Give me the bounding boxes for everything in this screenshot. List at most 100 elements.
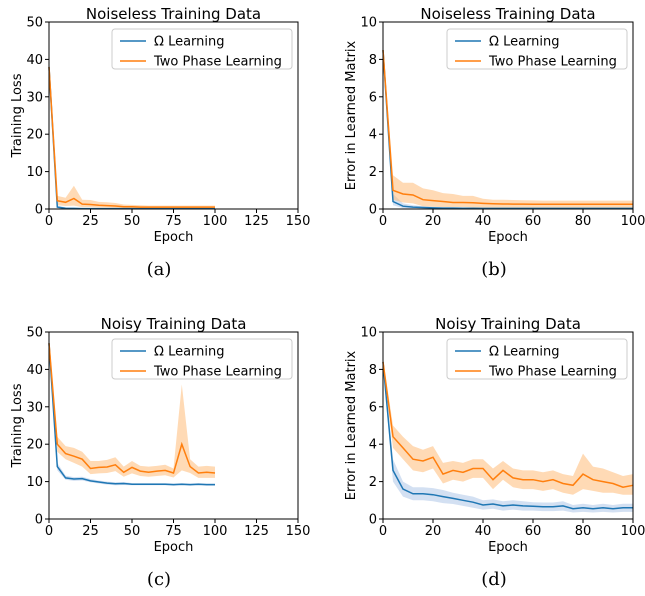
y-tick-label: 20 — [26, 128, 43, 143]
x-axis-label: Epoch — [488, 230, 528, 245]
series-band-omega — [383, 358, 633, 513]
chart-panel-4: 0 20 40 60 80 100 0 2 4 6 8 10 Noisy Training Data Ep… — [344, 315, 645, 555]
y-axis-label: Error in Learned Matrix — [344, 350, 359, 500]
x-tick-label: 0 — [379, 214, 387, 229]
x-tick-label: 100 — [621, 524, 645, 539]
series-line-two-phase — [382, 361, 634, 488]
y-tick-label: 40 — [26, 363, 43, 378]
y-tick-label: 4 — [369, 438, 377, 453]
x-tick-label: 100 — [203, 524, 228, 539]
x-tick-label: 0 — [45, 214, 53, 229]
y-tick-label: 50 — [26, 16, 43, 31]
chart-title: Noisy Training Data — [435, 315, 581, 333]
x-tick-label: 20 — [425, 524, 442, 539]
x-axis-label: Epoch — [154, 540, 194, 555]
x-tick-label: 125 — [244, 524, 269, 539]
x-tick-label: 60 — [525, 524, 542, 539]
y-tick-label: 10 — [360, 326, 377, 341]
legend: Ω Learning Two Phase Learning — [111, 28, 293, 70]
caption-c: (c) — [146, 569, 172, 590]
series-band-omega — [383, 46, 633, 209]
series-line-two-phase — [48, 343, 216, 474]
y-tick-label: 8 — [369, 363, 377, 378]
y-tick-label: 0 — [35, 513, 43, 528]
legend-box — [446, 338, 628, 380]
x-tick-label: 100 — [621, 214, 645, 229]
plot-frame — [382, 331, 634, 520]
y-tick-label: 30 — [26, 90, 43, 105]
y-axis-label: Training Loss — [10, 383, 25, 468]
x-axis-label: Epoch — [154, 230, 194, 245]
x-tick-label: 80 — [575, 214, 592, 229]
x-tick-label: 100 — [203, 214, 228, 229]
y-tick-label: 30 — [26, 400, 43, 415]
legend-box — [111, 338, 293, 380]
legend-label: Two Phase Learning — [488, 55, 617, 70]
y-tick-label: 10 — [360, 16, 377, 31]
x-tick-label: 50 — [124, 214, 141, 229]
y-tick-label: 50 — [26, 326, 43, 341]
chart-title: Noisy Training Data — [101, 315, 247, 333]
series-band-two-phase — [49, 339, 215, 478]
y-tick-label: 6 — [369, 90, 377, 105]
x-tick-label: 25 — [82, 214, 99, 229]
y-tick-label: 2 — [369, 475, 377, 490]
series-line-omega — [48, 343, 215, 486]
legend: Ω Learning Two Phase Learning — [111, 338, 293, 380]
series-band-two-phase — [383, 46, 633, 209]
chart-panel-2: 0 20 40 60 80 100 0 2 4 6 8 10 Noiseless Training Da… — [344, 5, 645, 245]
legend-label: Ω Learning — [489, 345, 560, 360]
x-tick-label: 20 — [425, 214, 442, 229]
chart-panel-3: 0 25 50 75 100 125 150 0 10 20 30 40 50 Noisy Trainin… — [10, 315, 310, 555]
legend-label: Ω Learning — [489, 35, 560, 50]
legend: Ω Learning Two Phase Learning — [446, 338, 628, 380]
y-tick-label: 8 — [369, 53, 377, 68]
x-tick-label: 150 — [286, 524, 311, 539]
x-tick-label: 0 — [379, 524, 387, 539]
legend-box — [111, 28, 293, 70]
series-band-two-phase — [383, 358, 633, 495]
series-line-omega — [382, 361, 633, 510]
x-axis-label: Epoch — [488, 540, 528, 555]
legend-label: Two Phase Learning — [153, 365, 282, 380]
series-line-omega — [382, 50, 633, 210]
x-tick-label: 25 — [82, 524, 99, 539]
x-tick-label: 150 — [286, 214, 311, 229]
series-band-two-phase — [49, 63, 215, 209]
y-tick-label: 10 — [26, 165, 43, 180]
legend-label: Ω Learning — [154, 35, 225, 50]
y-tick-label: 0 — [369, 513, 377, 528]
x-tick-label: 50 — [124, 524, 141, 539]
y-tick-label: 4 — [369, 128, 377, 143]
caption-b: (b) — [481, 259, 507, 280]
chart-title: Noiseless Training Data — [86, 5, 261, 23]
chart-panel-1: 0 25 50 75 100 125 150 0 10 20 30 40 50 Noiseless Tra… — [10, 5, 310, 245]
series-line-two-phase — [382, 50, 633, 206]
legend-box — [446, 28, 628, 70]
legend: Ω Learning Two Phase Learning — [446, 28, 628, 70]
y-axis-label: Error in Learned Matrix — [344, 40, 359, 190]
y-axis-label: Training Loss — [10, 73, 25, 158]
caption-a: (a) — [146, 259, 172, 280]
x-tick-label: 125 — [244, 214, 269, 229]
plot-frame — [382, 21, 634, 210]
legend-label: Ω Learning — [154, 345, 225, 360]
y-tick-label: 6 — [369, 400, 377, 415]
x-tick-label: 40 — [475, 524, 492, 539]
x-tick-label: 60 — [525, 214, 542, 229]
x-tick-label: 75 — [165, 214, 182, 229]
x-tick-label: 0 — [45, 524, 53, 539]
x-tick-label: 75 — [165, 524, 182, 539]
y-tick-label: 0 — [35, 203, 43, 218]
x-tick-label: 80 — [575, 524, 592, 539]
series-line-two-phase — [48, 66, 215, 208]
y-tick-label: 2 — [369, 165, 377, 180]
caption-d: (d) — [481, 569, 507, 590]
y-tick-label: 10 — [26, 475, 43, 490]
x-tick-label: 40 — [475, 214, 492, 229]
y-tick-label: 20 — [26, 438, 43, 453]
chart-title: Noiseless Training Data — [420, 5, 595, 23]
y-tick-label: 0 — [369, 203, 377, 218]
